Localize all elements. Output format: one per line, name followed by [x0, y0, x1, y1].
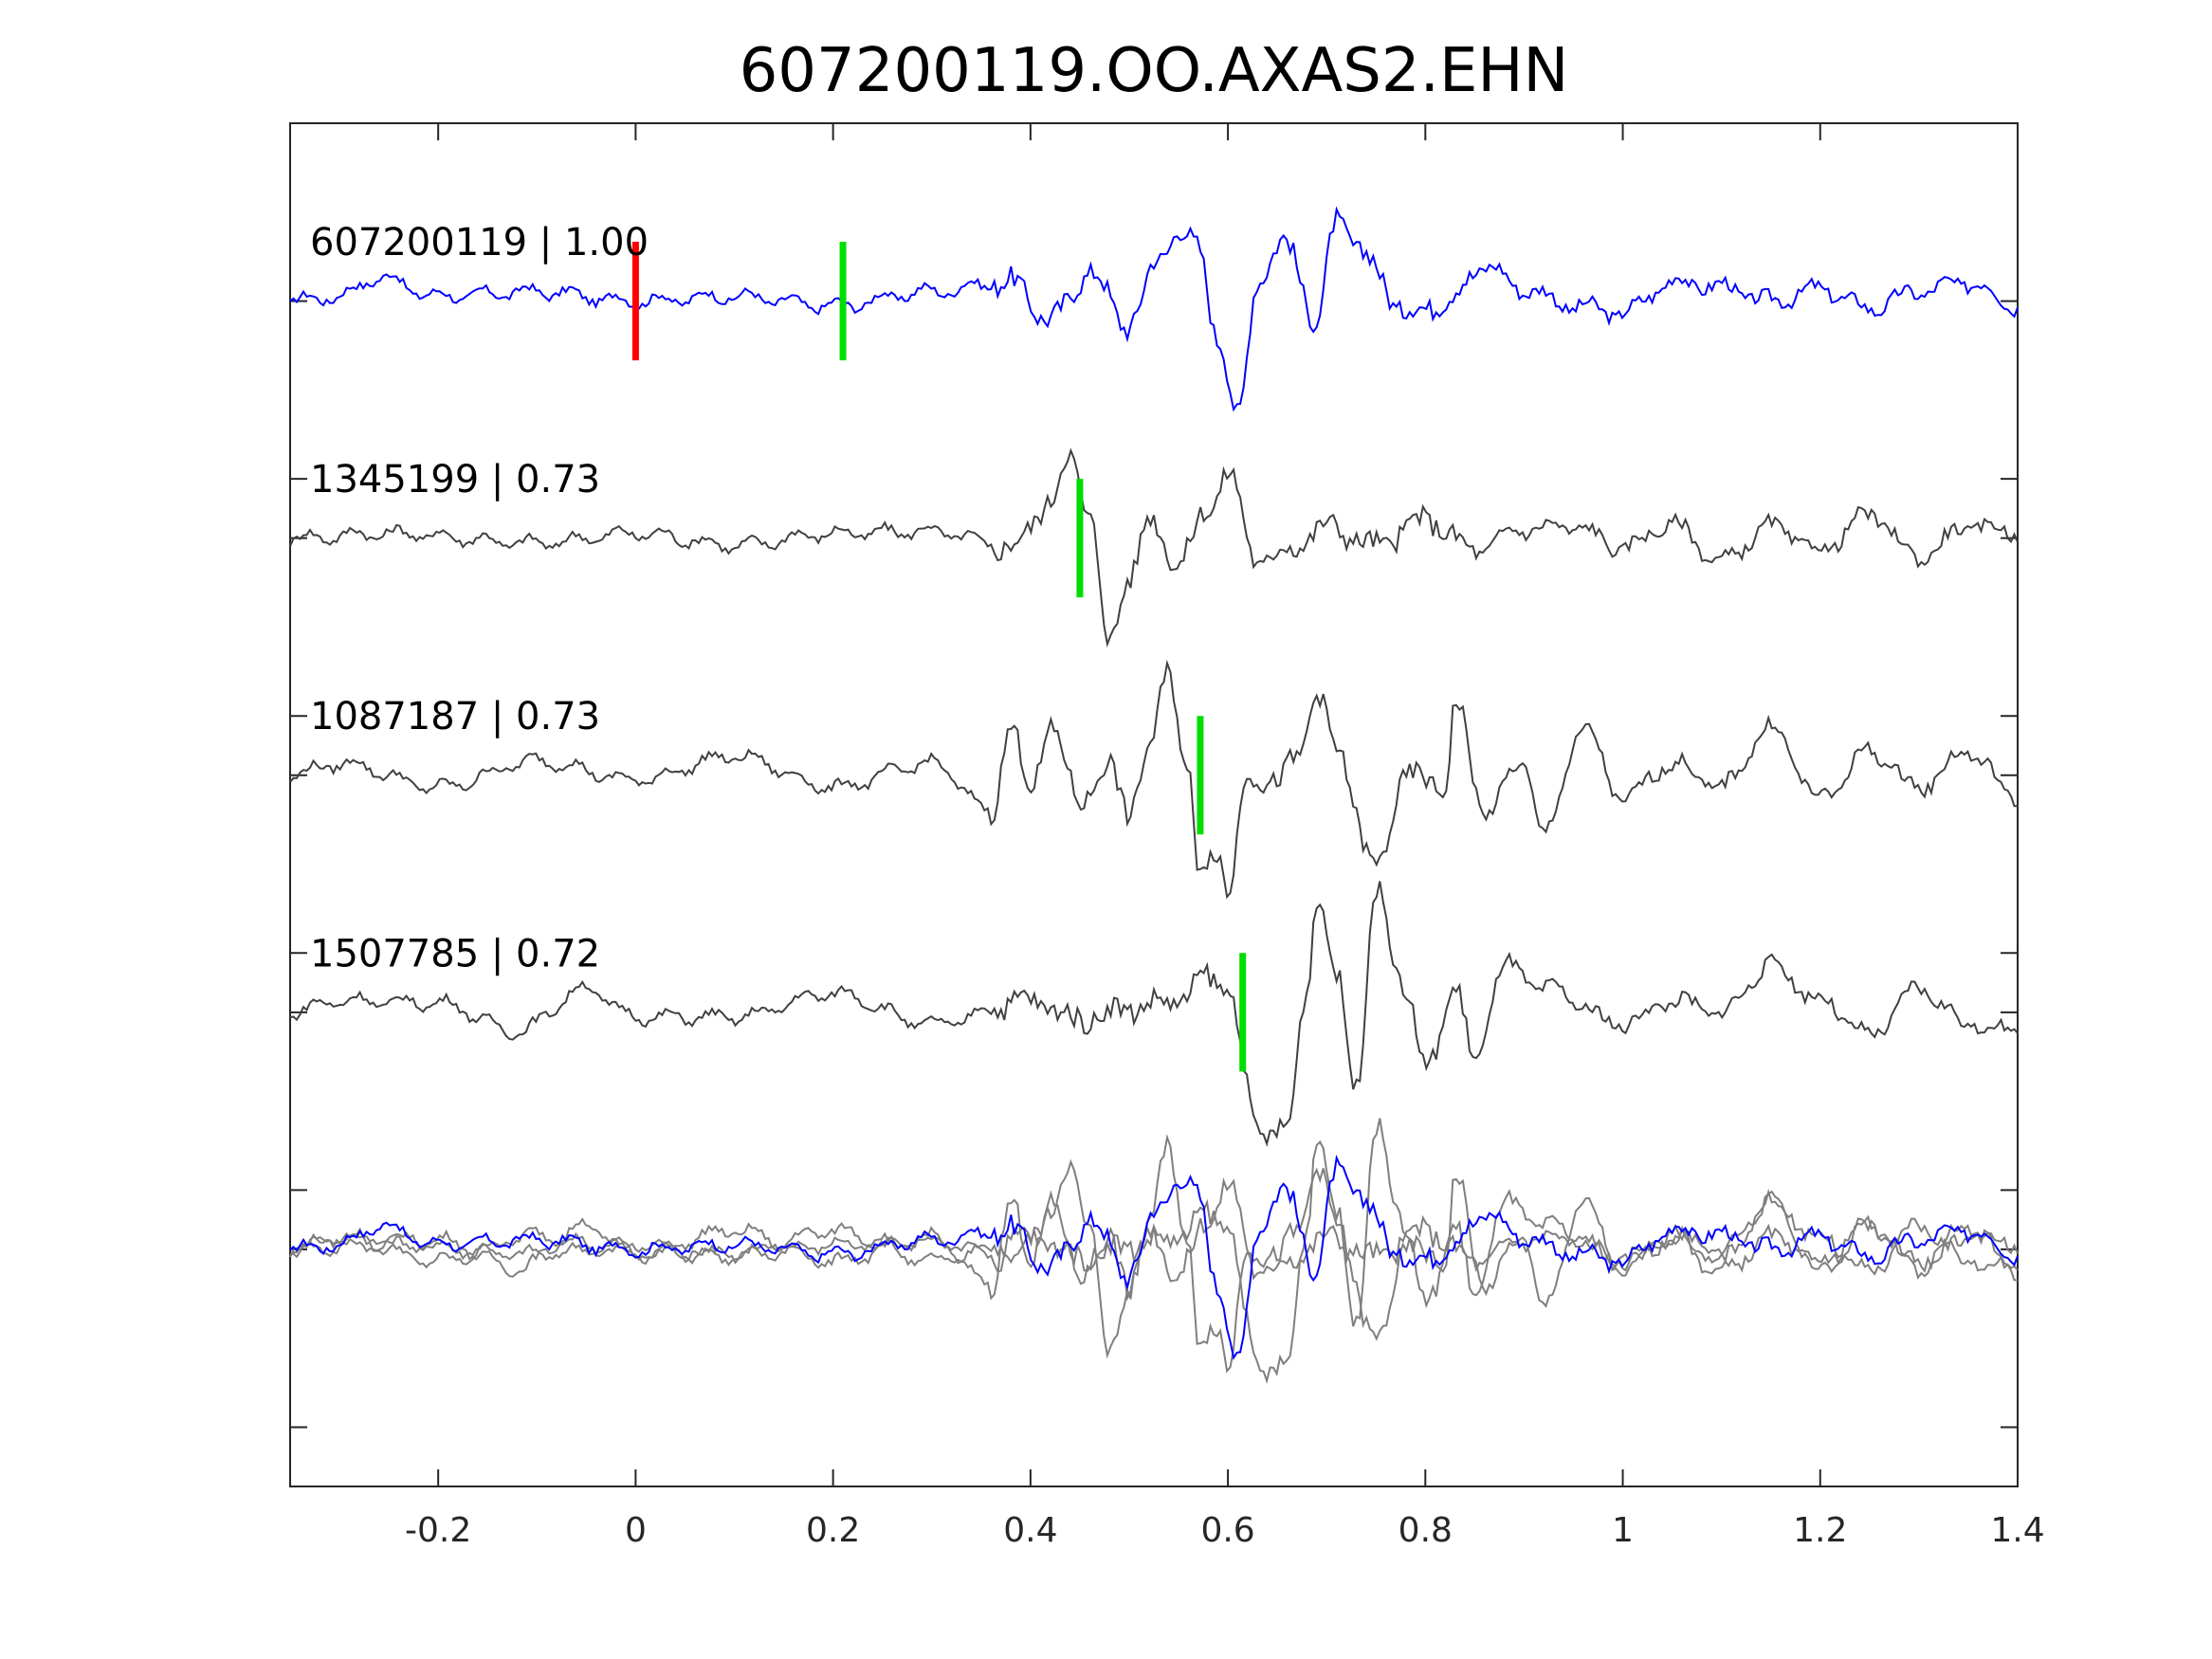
trace-label-3: 1087187 | 0.73	[310, 695, 600, 738]
plot-frame	[289, 122, 2019, 1487]
axis-ticks	[290, 123, 2019, 1486]
x-tick-label: 0.6	[1200, 1511, 1254, 1550]
trace-line-3	[289, 659, 2018, 900]
trace-line-2	[289, 447, 2019, 648]
overlay-trace-match	[289, 1133, 2019, 1374]
chart-title: 607200119.OO.AXAS2.EHN	[740, 36, 1569, 106]
overlay-trace-match	[289, 1118, 2019, 1384]
plot-area	[289, 122, 2019, 1487]
x-tick-label: 1.4	[1990, 1511, 2044, 1550]
trace-lines	[289, 206, 2019, 1384]
x-tick-labels: -0.2 0 0.2 0.4 0.6 0.8 1 1.2 1.4	[405, 1511, 2045, 1550]
trace-label-2: 1345199 | 0.73	[310, 458, 600, 501]
x-tick-label: 0	[625, 1511, 647, 1550]
trace-labels: 607200119 | 1.00 1345199 | 0.73 1087187 | …	[310, 221, 649, 975]
x-tick-label: 1	[1612, 1511, 1634, 1550]
overlay-trace-match	[289, 1158, 2019, 1359]
x-tick-label: -0.2	[405, 1511, 471, 1550]
trace-line-4	[289, 881, 2019, 1147]
trace-label-1: 607200119 | 1.00	[310, 221, 649, 264]
trace-label-4: 1507785 | 0.72	[310, 932, 600, 975]
trace-line-1	[289, 206, 2019, 412]
x-tick-label: 1.2	[1793, 1511, 1847, 1550]
x-tick-label: 0.8	[1398, 1511, 1453, 1550]
overlay-trace-template	[289, 1154, 2019, 1360]
x-tick-label: 0.4	[1003, 1511, 1057, 1550]
x-tick-label: 0.2	[806, 1511, 860, 1550]
pick-markers	[631, 242, 1247, 1072]
